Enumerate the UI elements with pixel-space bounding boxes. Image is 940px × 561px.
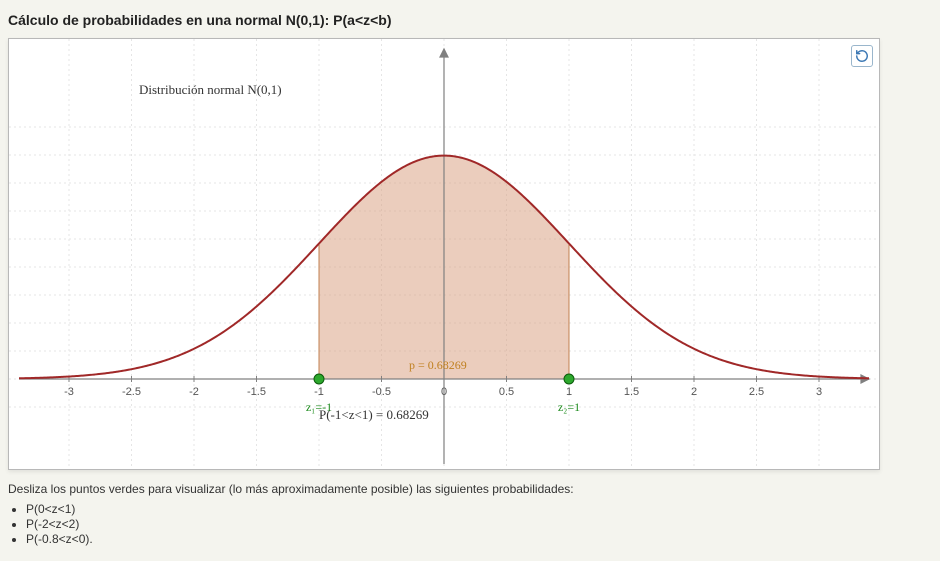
svg-text:-2.5: -2.5 bbox=[122, 386, 141, 398]
svg-text:-0.5: -0.5 bbox=[372, 386, 391, 398]
svg-text:-1.5: -1.5 bbox=[247, 386, 266, 398]
svg-text:1: 1 bbox=[566, 386, 572, 398]
svg-text:-2: -2 bbox=[189, 386, 199, 398]
refresh-icon[interactable] bbox=[851, 45, 873, 67]
svg-text:3: 3 bbox=[816, 386, 822, 398]
instructions-text: Desliza los puntos verdes para visualiza… bbox=[8, 482, 932, 496]
svg-text:1.5: 1.5 bbox=[624, 386, 639, 398]
svg-text:-3: -3 bbox=[64, 386, 74, 398]
chart-frame: -3-2.5-2-1.5-1-0.500.511.522.53z₁=-1z₂=1… bbox=[8, 38, 880, 470]
z1-handle[interactable] bbox=[314, 374, 324, 384]
z2-label: z₂=1 bbox=[558, 400, 580, 414]
svg-text:-1: -1 bbox=[314, 386, 324, 398]
normal-distribution-chart[interactable]: -3-2.5-2-1.5-1-0.500.511.522.53z₁=-1z₂=1… bbox=[9, 39, 879, 469]
svg-text:0.5: 0.5 bbox=[499, 386, 514, 398]
svg-text:0: 0 bbox=[441, 386, 447, 398]
page-title: Cálculo de probabilidades en una normal … bbox=[8, 12, 932, 28]
curve-label: Distribución normal N(0,1) bbox=[139, 82, 282, 97]
probability-list: P(0<z<1) P(-2<z<2) P(-0.8<z<0). bbox=[26, 502, 932, 546]
list-item: P(0<z<1) bbox=[26, 502, 932, 516]
z2-handle[interactable] bbox=[564, 374, 574, 384]
probability-statement: P(-1<z<1) = 0.68269 bbox=[319, 407, 429, 422]
p-value-label: p = 0.68269 bbox=[409, 358, 467, 372]
list-item: P(-2<z<2) bbox=[26, 517, 932, 531]
svg-text:2.5: 2.5 bbox=[749, 386, 764, 398]
svg-text:2: 2 bbox=[691, 386, 697, 398]
list-item: P(-0.8<z<0). bbox=[26, 532, 932, 546]
